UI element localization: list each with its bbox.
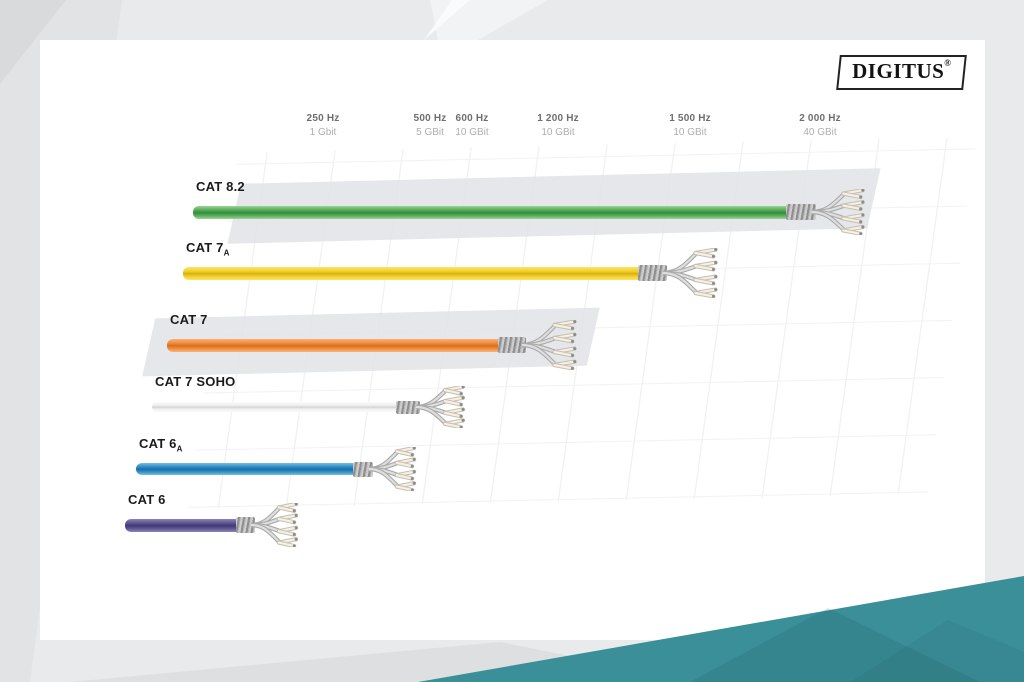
cable-end-wires-icon (416, 386, 466, 428)
digitus-logo: DIGITUS® (835, 55, 967, 90)
axis-tick-frequency: 2 000 Hz (799, 113, 841, 124)
cable-name-subscript: A (176, 444, 183, 454)
cable-label: CAT 7 (170, 312, 208, 327)
top-light-streak-2 (424, 0, 470, 40)
axis-tick-bandwidth: 40 GBit (803, 127, 837, 138)
cable-name: CAT 8.2 (196, 179, 245, 194)
axis-tick-frequency: 1 500 Hz (669, 113, 711, 124)
cable-bar (193, 205, 788, 219)
axis-tick-bandwidth: 10 GBit (541, 127, 575, 138)
cable-end-wires-icon (812, 189, 865, 235)
grid-line (897, 137, 948, 495)
brand-text: DIGITUS® (851, 58, 952, 84)
chart-card: DIGITUS® 250 Hz 1 Gbit 500 Hz 5 GBit 600 Hz 1… (40, 40, 985, 640)
cable-bar (152, 402, 398, 412)
axis-tick-bandwidth: 10 GBit (673, 127, 707, 138)
cable-bar (167, 338, 500, 352)
axis-tick-frequency: 500 Hz (413, 113, 447, 124)
axis-tick: 1 200 Hz 10 GBit (537, 113, 579, 138)
cable-end-wires-icon (251, 503, 299, 547)
cable-name: CAT 7 (170, 312, 208, 327)
axis-tick-frequency: 1 200 Hz (537, 113, 579, 124)
cable-name: CAT 6 (139, 436, 177, 451)
axis-tick: 500 Hz 5 GBit (414, 113, 447, 138)
cable-bar (125, 518, 238, 532)
cable-label: CAT 6 (128, 492, 166, 507)
cable-name: CAT 6 (128, 492, 166, 507)
grid-line (204, 377, 945, 394)
axis-tick-bandwidth: 1 Gbit (309, 127, 337, 138)
cable-name: CAT 7 (186, 240, 224, 255)
grid-line (196, 434, 937, 451)
cable-end-wires-icon (663, 248, 718, 298)
cable-name-subscript: A (223, 248, 230, 258)
cable-label: CAT 6A (139, 436, 183, 454)
axis-tick: 600 Hz 10 GBit (455, 113, 488, 138)
axis-tick-frequency: 600 Hz (455, 113, 489, 124)
cable-label: CAT 8.2 (196, 179, 245, 194)
top-light-streak (430, 0, 548, 40)
bottom-gray-wedge (70, 642, 700, 682)
axis-tick-bandwidth: 10 GBit (455, 127, 489, 138)
axis-tick: 1 500 Hz 10 GBit (669, 113, 711, 138)
cable-name: CAT 7 SOHO (155, 374, 236, 389)
axis-tick: 2 000 Hz 40 GBit (799, 113, 841, 138)
axis-tick: 250 Hz 1 Gbit (307, 113, 340, 138)
cable-end-wires-icon (522, 320, 577, 370)
brand-name: DIGITUS (851, 59, 944, 83)
cable-label: CAT 7 SOHO (155, 374, 236, 389)
axis-tick-bandwidth: 5 GBit (416, 127, 444, 138)
axis-tick-frequency: 250 Hz (306, 113, 340, 124)
cable-label: CAT 7A (186, 240, 230, 258)
grid-line (188, 491, 929, 508)
cable-end-wires-icon (369, 447, 417, 491)
cable-bar (136, 463, 355, 475)
registered-mark: ® (943, 58, 952, 68)
cable-bar (183, 266, 640, 280)
grid-line (235, 148, 976, 165)
